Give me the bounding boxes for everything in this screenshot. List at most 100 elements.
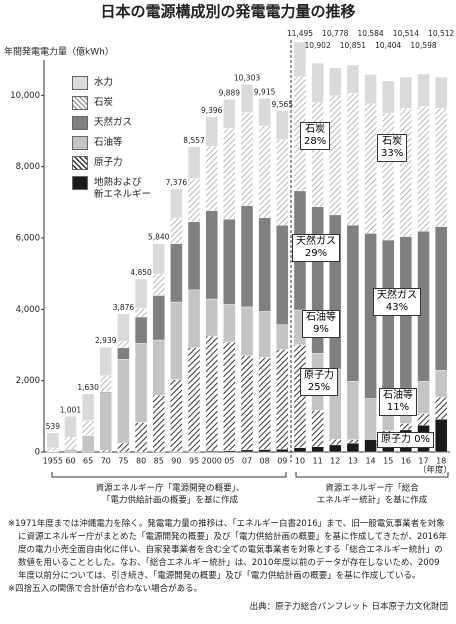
bar-segment bbox=[46, 432, 60, 449]
total-label: 7,376 bbox=[166, 178, 188, 187]
x-unit: （年度） bbox=[418, 465, 452, 476]
legend-swatch bbox=[72, 116, 88, 130]
bar-segment bbox=[417, 381, 430, 414]
total-label: 1,630 bbox=[77, 383, 99, 392]
source-text: 資源エネルギー庁「電源開発の概要」、 bbox=[96, 483, 245, 494]
footnote: ※1971年度までは沖縄電力を除く。発電電力量の推移は、「エネルギー白書2016… bbox=[8, 519, 447, 581]
x-tick-label: 80 bbox=[136, 457, 146, 466]
total-label: 5,840 bbox=[148, 233, 170, 242]
bar-segment bbox=[311, 410, 324, 447]
bar-segment bbox=[346, 64, 360, 94]
annotation: 石油等 11% bbox=[379, 388, 417, 416]
x-tick-label: 15 bbox=[383, 457, 393, 466]
annotation-value: 33% bbox=[381, 148, 404, 159]
bar-segment bbox=[399, 423, 413, 431]
x-tick-label: 18 bbox=[436, 457, 446, 466]
annotation-value: 9% bbox=[313, 324, 329, 335]
total-label: 8,557 bbox=[183, 136, 205, 145]
annotation-text: 石油等 bbox=[383, 390, 413, 401]
bracket bbox=[295, 472, 449, 478]
x-tick-label: 13 bbox=[348, 457, 358, 466]
legend-label: 石油等 bbox=[94, 137, 123, 148]
total-label: 539 bbox=[46, 422, 61, 431]
annotation: 石炭 28% bbox=[300, 122, 331, 150]
annotation-text: 天然ガス bbox=[296, 236, 336, 247]
annotation-value: 0% bbox=[414, 434, 431, 445]
bar-segment bbox=[205, 146, 218, 211]
bar-segment bbox=[258, 98, 271, 127]
bar-segment bbox=[223, 450, 236, 453]
bar-segment bbox=[99, 450, 112, 453]
bar-segment bbox=[205, 116, 218, 147]
bar-segment bbox=[434, 107, 448, 227]
bar-segment bbox=[434, 396, 448, 420]
bar-segment bbox=[276, 139, 289, 226]
bar-segment bbox=[311, 102, 324, 207]
annotation: 原子力 0% bbox=[377, 432, 435, 448]
x-tick-label: 10 bbox=[295, 457, 305, 466]
x-tick-label: 08 bbox=[260, 457, 270, 466]
bar-segment bbox=[223, 218, 236, 305]
x-tick-label: 90 bbox=[171, 457, 181, 466]
annotation-value: 11% bbox=[386, 402, 410, 413]
bar-segment bbox=[223, 128, 236, 220]
bar-segment bbox=[258, 217, 271, 312]
y-axis-label: 年間発電電力量（億kWh） bbox=[4, 46, 114, 58]
bar-segment bbox=[399, 107, 413, 237]
x-tick-label: 16 bbox=[401, 457, 411, 466]
bar-segment bbox=[434, 418, 448, 453]
bar-segment bbox=[293, 41, 307, 77]
bar-segment bbox=[258, 311, 271, 358]
bar-segment bbox=[346, 439, 360, 444]
bar-segment bbox=[399, 76, 413, 109]
total-label: 10,902 bbox=[304, 41, 330, 50]
bracket bbox=[51, 472, 287, 478]
bar-segment bbox=[134, 316, 148, 344]
bar-segment bbox=[117, 359, 130, 444]
legend-label: 原子力 bbox=[94, 157, 123, 168]
bar-segment bbox=[434, 226, 448, 371]
bar-segment bbox=[117, 313, 130, 342]
x-tick-label: 60 bbox=[65, 457, 75, 466]
total-label: 10,514 bbox=[393, 29, 419, 38]
x-tick-label: 17 bbox=[418, 457, 428, 466]
chart-title: 日本の電源構成別の発電電力量の推移 bbox=[100, 3, 355, 21]
bar-segment bbox=[81, 393, 95, 421]
bar-segment bbox=[293, 344, 307, 448]
bar-segment bbox=[364, 103, 377, 234]
annotation: 天然ガス 29% bbox=[292, 234, 340, 262]
y-tick-label: 6,000 bbox=[16, 234, 40, 244]
y-tick-label: 4,000 bbox=[16, 305, 40, 315]
annotation: 石炭 33% bbox=[377, 134, 408, 162]
y-tick-label: 2,000 bbox=[16, 376, 40, 386]
x-tick-label: 70 bbox=[101, 457, 111, 466]
bar-segment bbox=[117, 347, 130, 360]
bar-segment bbox=[240, 84, 254, 113]
bar-segment bbox=[276, 225, 289, 325]
bar-segment bbox=[99, 392, 112, 451]
bar-segment bbox=[187, 347, 201, 452]
annotation-text: 原子力 bbox=[304, 370, 334, 381]
annotation-text: 原子力 bbox=[381, 434, 411, 445]
x-tick-label: 09 bbox=[277, 457, 287, 466]
bar-segment bbox=[417, 73, 430, 107]
total-label: 10,584 bbox=[357, 29, 383, 38]
bar-segment bbox=[293, 447, 307, 453]
y-tick-label: 8,000 bbox=[16, 162, 40, 172]
bar-segment bbox=[152, 339, 165, 396]
total-label: 4,850 bbox=[130, 268, 152, 277]
total-label: 11,495 bbox=[287, 29, 313, 38]
bar-segment bbox=[205, 335, 218, 452]
source-text: 「電力供給計画の概要」を基に作成 bbox=[102, 495, 239, 506]
legend-swatch bbox=[72, 136, 88, 150]
x-tick-label: 75 bbox=[118, 457, 128, 466]
x-tick-label: 65 bbox=[83, 457, 93, 466]
bar-segment bbox=[187, 221, 201, 291]
annotation-value: 29% bbox=[304, 248, 328, 259]
bar-segment bbox=[434, 76, 448, 109]
bar-segment bbox=[434, 370, 448, 398]
x-tick-label: 11 bbox=[313, 457, 323, 466]
legend-swatch bbox=[72, 76, 88, 90]
bar-segment bbox=[346, 381, 360, 440]
bar-segment bbox=[205, 210, 218, 300]
